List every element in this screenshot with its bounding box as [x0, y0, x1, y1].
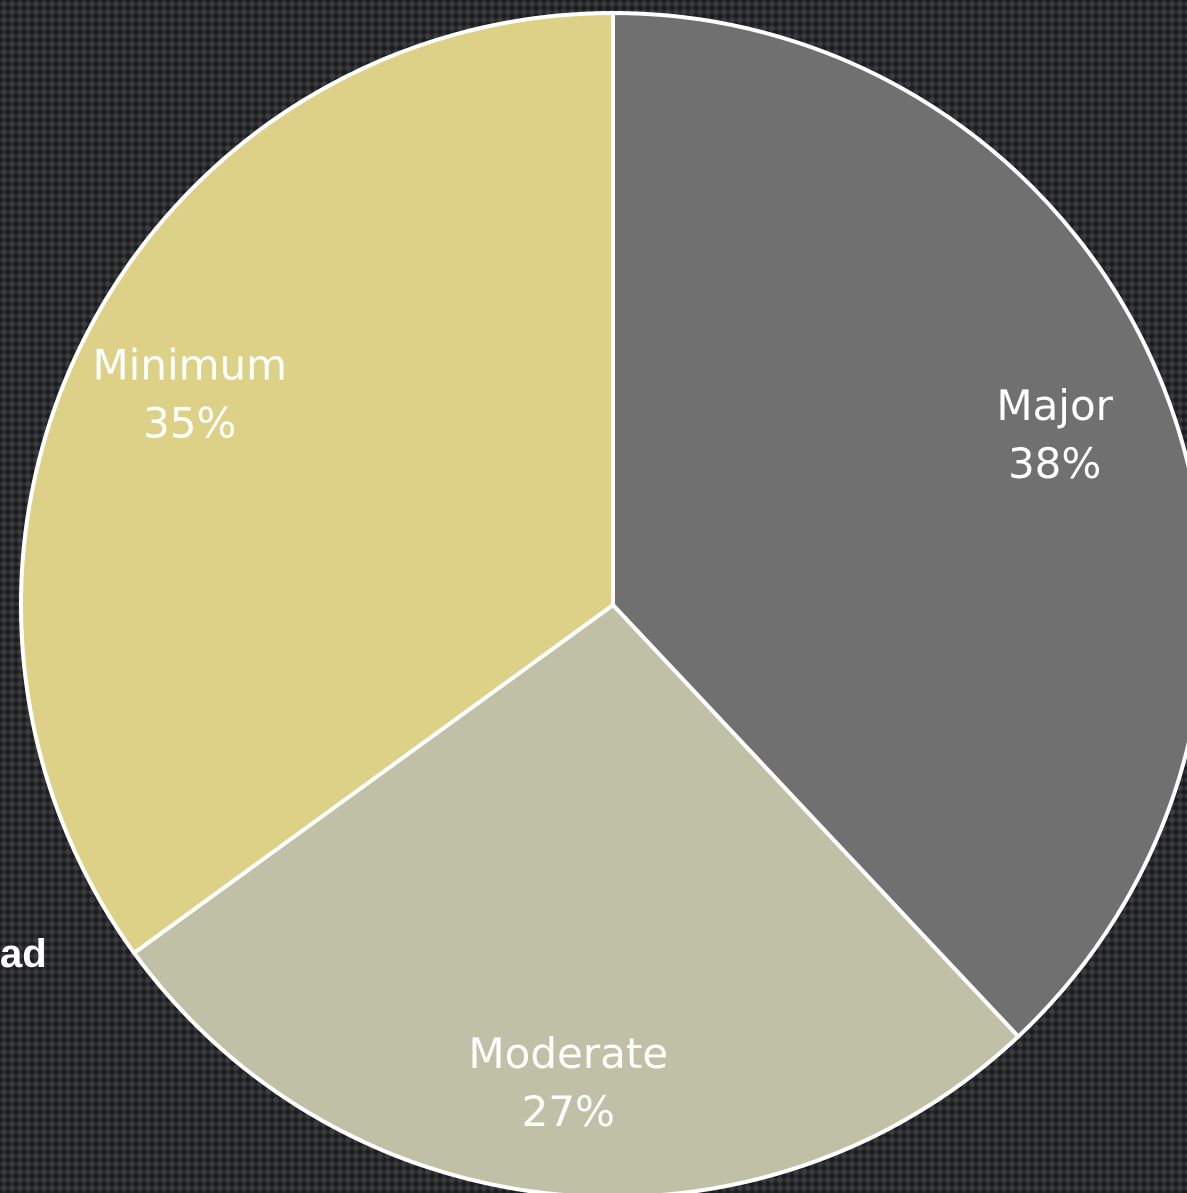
pie-label-category: Minimum [92, 340, 287, 389]
pie-slice-major [611, 11, 1187, 1039]
pie-label-category: Major [996, 381, 1113, 430]
pie-label-category: Moderate [468, 1029, 668, 1078]
pie-label-percent: 38% [1008, 439, 1101, 488]
pie-label-percent: 35% [143, 398, 236, 447]
pie-label-minimum: Minimum 35% [92, 340, 287, 447]
pie-slices [19, 11, 1187, 1193]
side-text-fragment: ad [0, 932, 47, 976]
pie-label-percent: 27% [522, 1087, 615, 1136]
pie-slice-moderate [132, 603, 1021, 1193]
pie-labels: Major 38% Moderate 27% Minimum 35% [92, 340, 1113, 1136]
pie-slice-minimum [19, 11, 615, 955]
pie-label-moderate: Moderate 27% [468, 1029, 668, 1136]
pie-label-major: Major 38% [996, 381, 1113, 488]
